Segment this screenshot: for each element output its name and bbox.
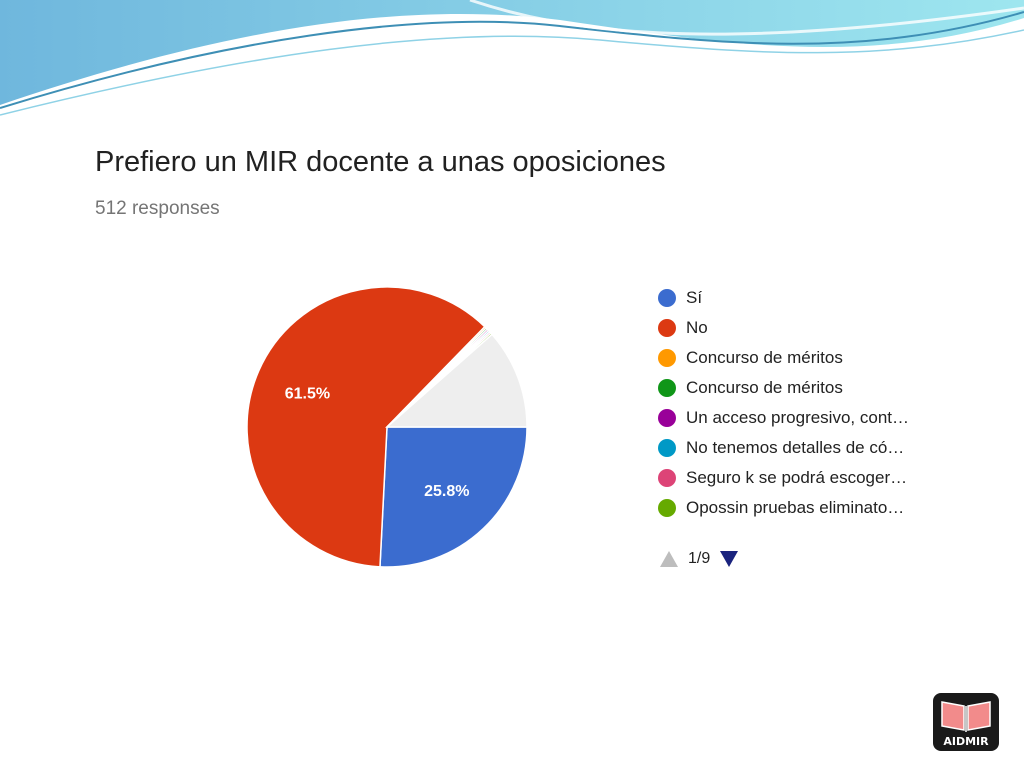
legend-pager: 1/9	[660, 547, 739, 571]
slide-header-waves	[0, 0, 1024, 116]
legend-item: Sí	[658, 283, 958, 313]
legend-label: No tenemos detalles de có…	[686, 438, 905, 457]
page-indicator: 1/9	[688, 550, 711, 567]
legend-item: Opossin pruebas eliminato…	[658, 493, 958, 523]
legend-item: Seguro k se podrá escoger…	[658, 463, 958, 493]
chart-title: Prefiero un MIR docente a unas oposicion…	[95, 146, 666, 178]
slice-label: 25.8%	[424, 483, 469, 500]
response-count: 512 responses	[95, 198, 220, 219]
slice-label: 61.5%	[285, 385, 330, 402]
legend-label: Concurso de méritos	[686, 378, 843, 397]
legend-swatch	[658, 499, 676, 517]
legend-swatch	[658, 379, 676, 397]
pie-chart: 25.8% 61.5%	[246, 286, 528, 568]
legend-swatch	[658, 409, 676, 427]
legend-swatch	[658, 439, 676, 457]
legend-item: Un acceso progresivo, cont…	[658, 403, 958, 433]
legend-swatch	[658, 319, 676, 337]
legend-swatch	[658, 349, 676, 367]
legend-swatch	[658, 289, 676, 307]
pie-slice	[246, 286, 486, 568]
legend-item: No tenemos detalles de có…	[658, 433, 958, 463]
legend-item: No	[658, 313, 958, 343]
logo-text: AIDMIR	[943, 735, 989, 748]
legend-label: Sí	[686, 288, 703, 307]
pie-slice	[379, 426, 528, 568]
legend-item: Concurso de méritos	[658, 373, 958, 403]
legend-label: Seguro k se podrá escoger…	[686, 468, 908, 487]
next-page-icon[interactable]	[720, 551, 739, 567]
prev-page-icon[interactable]	[660, 551, 678, 567]
legend-label: Un acceso progresivo, cont…	[686, 408, 909, 427]
chart-card: Prefiero un MIR docente a unas oposicion…	[62, 132, 962, 632]
legend-label: No	[686, 318, 708, 337]
legend-label: Opossin pruebas eliminato…	[686, 498, 905, 517]
pie-slice	[385, 333, 528, 428]
aidmir-logo: AIDMIR	[933, 693, 999, 751]
legend-label: Concurso de méritos	[686, 348, 843, 367]
chart-legend: Sí No Concurso de méritos Concurso de mérit…	[658, 283, 958, 523]
legend-swatch	[658, 469, 676, 487]
legend-item: Concurso de méritos	[658, 343, 958, 373]
